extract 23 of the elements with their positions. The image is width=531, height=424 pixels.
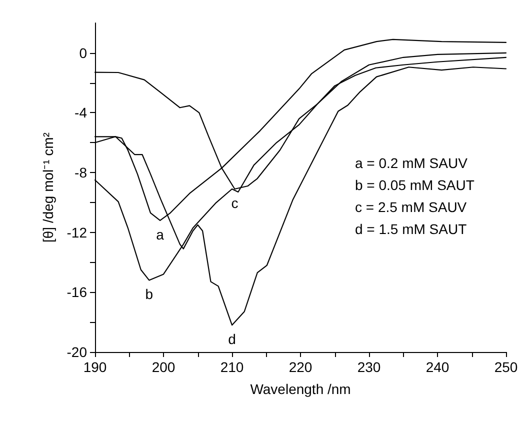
annotation: d = 1.5 mM SAUT xyxy=(355,221,468,237)
x-tick-label: 230 xyxy=(357,359,381,375)
x-axis-title: Wavelength /nm xyxy=(250,381,351,397)
series-label: b xyxy=(145,286,154,302)
x-tick-label: 210 xyxy=(220,359,244,375)
annotation: b = 0.05 mM SAUT xyxy=(355,177,475,193)
y-tick-label: -20 xyxy=(66,344,88,360)
x-tick-label: 240 xyxy=(426,359,450,375)
series-label: d xyxy=(228,331,236,348)
x-tick-label: 200 xyxy=(152,359,176,375)
y-tick-label: -8 xyxy=(74,164,88,181)
x-tick-label: 250 xyxy=(494,359,518,375)
x-tick-label: 190 xyxy=(83,359,107,375)
y-tick-label: -16 xyxy=(66,284,88,300)
annotation: a = 0.2 mM SAUV xyxy=(355,155,468,171)
y-axis-title: [θ] /deg mol⁻¹ cm² xyxy=(40,132,56,243)
annotation: c = 2.5 mM SAUV xyxy=(355,199,468,215)
x-tick-label: 220 xyxy=(288,359,312,375)
y-tick-label: 0 xyxy=(79,44,88,61)
y-tick-label: -4 xyxy=(74,104,88,121)
series-label: a xyxy=(156,226,164,242)
series-label: c xyxy=(231,194,238,211)
y-tick-label: -12 xyxy=(66,224,88,240)
